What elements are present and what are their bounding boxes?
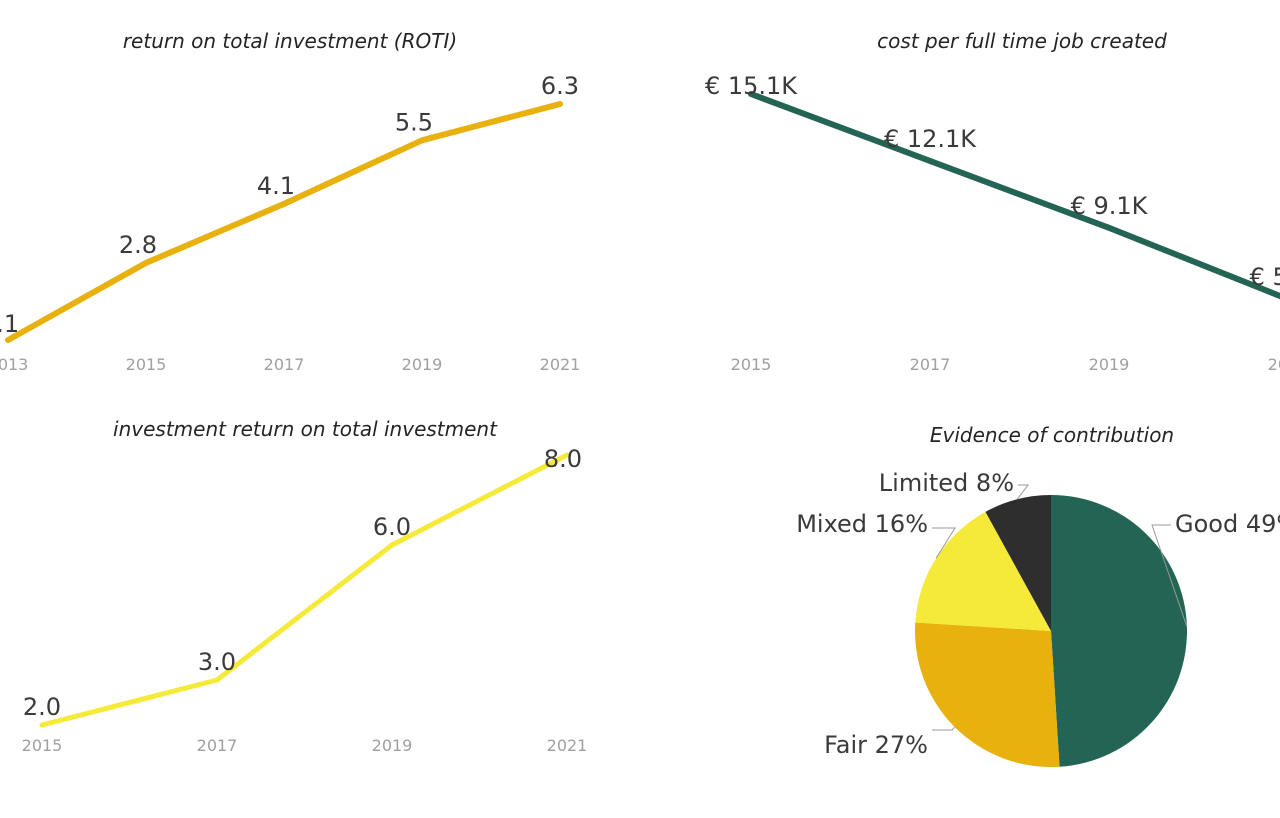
pie-slice-fair: [915, 622, 1060, 767]
data-label: € 12.1K: [884, 125, 977, 153]
x-tick-label: 2013: [0, 355, 28, 374]
chart-title: cost per full time job created: [877, 29, 1167, 53]
x-tick-label: 2021: [540, 355, 581, 374]
chart-title: Evidence of contribution: [930, 423, 1174, 447]
pie-label: Limited 8%: [879, 469, 1014, 497]
leader-line: [1151, 524, 1188, 627]
pie-label: Fair 27%: [824, 731, 928, 759]
x-tick-label: 2015: [731, 355, 772, 374]
x-tick-label: 2019: [1089, 355, 1130, 374]
series-line: [5, 100, 563, 344]
data-label: 8.0: [544, 445, 582, 473]
x-tick-label: 2015: [22, 736, 63, 755]
data-label: 6.3: [541, 72, 579, 100]
data-label: € 9.1K: [1071, 192, 1149, 220]
data-label: € 15.1K: [705, 72, 798, 100]
data-label: € 5.9K: [1250, 263, 1280, 291]
pie-label: Good 49%: [1175, 510, 1280, 538]
x-tick-label: 2019: [402, 355, 443, 374]
pie-slice-mixed: [915, 511, 1051, 631]
data-label: 5.5: [395, 108, 433, 136]
data-label: 1.1: [0, 310, 19, 338]
x-tick-label: 2019: [372, 736, 413, 755]
leader-line: [1016, 484, 1030, 500]
chart-title: investment return on total investment: [113, 417, 498, 441]
x-tick-label: 2015: [126, 355, 167, 374]
pie-slice-good: [1051, 495, 1187, 767]
data-label: 4.1: [257, 172, 295, 200]
x-tick-label: 2021: [547, 736, 588, 755]
x-tick-label: 2017: [264, 355, 305, 374]
chart-title: return on total investment (ROTI): [123, 29, 457, 53]
x-tick-label: 2017: [910, 355, 951, 374]
data-label: 2.0: [23, 693, 61, 721]
series-line: [748, 91, 1280, 300]
pie-slice-limited: [985, 495, 1051, 631]
leader-line: [932, 726, 956, 731]
data-label: 2.8: [119, 231, 157, 259]
data-label: 3.0: [198, 648, 236, 676]
leader-line: [932, 527, 956, 559]
x-tick-label: 2017: [197, 736, 238, 755]
data-label: 6.0: [373, 513, 411, 541]
x-tick-label: 2021: [1268, 355, 1280, 374]
pie-label: Mixed 16%: [796, 510, 928, 538]
series-line: [39, 452, 570, 728]
